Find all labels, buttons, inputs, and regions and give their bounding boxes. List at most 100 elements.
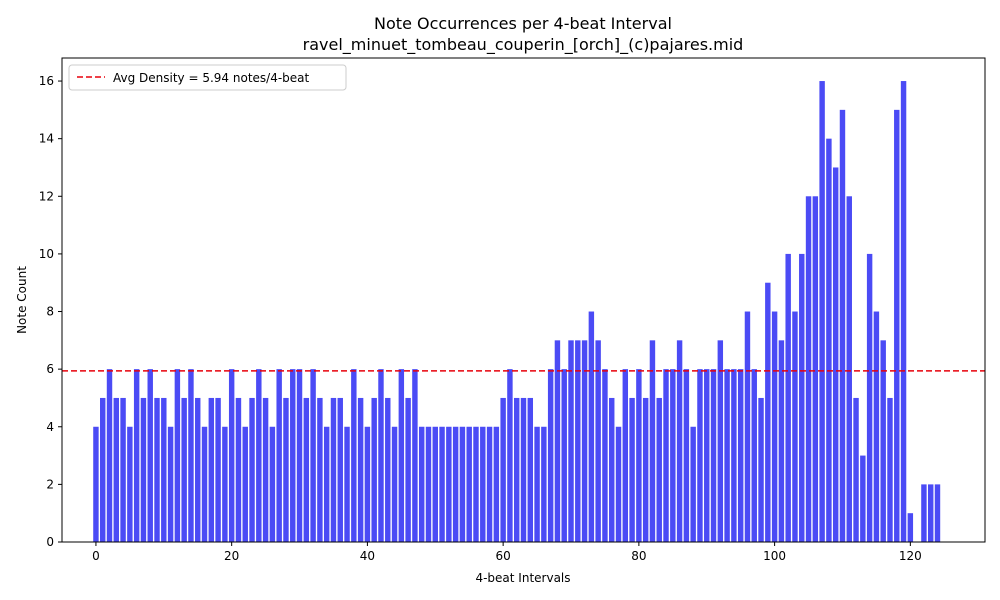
bar-119 [900,81,907,543]
y-tick-label: 14 [39,132,54,146]
bar-99 [765,282,771,542]
bar-35 [330,397,337,542]
bar-28 [283,397,289,542]
bar-86 [676,340,683,542]
bar-30 [296,369,303,542]
y-tick-label: 10 [39,247,54,261]
bar-107 [819,81,825,543]
bar-12 [174,369,181,542]
bar-122 [921,484,927,542]
bar-22 [242,426,248,542]
y-tick-label: 0 [46,535,54,549]
bar-45 [398,369,405,542]
plot-frame [61,57,986,543]
bar-33 [317,397,323,542]
bar-39 [357,397,364,542]
bar-2 [106,369,113,542]
bars-group [93,81,941,543]
legend: Avg Density = 5.94 notes/4-beat [68,64,347,91]
bar-20 [228,369,235,542]
x-tick-label: 40 [360,549,375,563]
bar-31 [303,397,310,542]
bar-91 [710,369,717,542]
bar-105 [805,196,812,543]
bar-18 [215,397,221,542]
bar-67 [547,369,554,542]
y-tick-label: 2 [46,477,54,491]
x-axis-ticks: 0 20 40 60 80 100 120 [92,542,922,563]
bar-64 [527,397,534,542]
chart-subtitle: ravel_minuet_tombeau_couperin_[orch]_(c)… [303,35,744,55]
bar-59 [493,426,500,542]
bar-84 [663,369,669,542]
legend-average-label: Avg Density = 5.94 notes/4-beat [113,71,310,85]
bar-0 [93,426,99,542]
x-tick-label: 0 [92,549,100,563]
bar-89 [697,369,703,542]
bar-72 [581,340,588,542]
bar-27 [276,369,282,542]
bar-73 [588,311,595,542]
bar-108 [826,138,832,542]
y-tick-label: 16 [39,74,54,88]
bar-36 [337,397,343,542]
bar-65 [534,426,540,542]
bar-3 [113,397,120,542]
bar-53 [452,426,459,542]
x-axis-label: 4-beat Intervals [475,571,570,585]
bar-19 [222,426,228,542]
bar-43 [385,397,391,542]
bar-116 [880,340,886,542]
bar-97 [751,369,757,542]
bar-66 [541,426,547,542]
bar-104 [799,253,805,542]
bar-7 [140,397,147,542]
y-tick-label: 8 [46,305,54,319]
bar-111 [846,196,852,543]
bar-26 [269,426,276,542]
bar-58 [486,426,493,542]
bar-61 [507,369,513,542]
legend-box [68,64,347,91]
bar-109 [832,167,839,542]
bar-101 [778,340,785,542]
bar-87 [683,369,690,542]
bar-110 [839,109,846,542]
bar-4 [120,397,126,542]
bar-51 [439,426,445,542]
bar-106 [812,196,819,543]
bar-55 [466,426,472,542]
bar-62 [513,397,520,542]
bar-57 [480,426,486,542]
bar-38 [351,369,357,542]
bar-77 [615,426,622,542]
bar-29 [290,369,296,542]
y-tick-label: 4 [46,420,54,434]
bar-69 [561,369,567,542]
bar-92 [717,340,724,542]
bar-94 [731,369,737,542]
y-tick-label: 12 [39,189,54,203]
bar-42 [378,369,384,542]
bar-37 [344,426,350,542]
chart-title: Note Occurrences per 4-beat Interval [374,14,672,33]
x-tick-label: 100 [763,549,786,563]
bar-8 [147,369,153,542]
bar-95 [737,369,744,542]
bar-54 [459,426,466,542]
bar-68 [554,340,561,542]
bar-40 [364,426,371,542]
bar-124 [934,484,941,542]
bar-90 [704,369,710,542]
bar-80 [636,369,642,542]
bar-74 [595,340,601,542]
bar-56 [473,426,479,542]
bar-24 [256,369,262,542]
bar-13 [181,397,187,542]
bar-9 [154,397,160,542]
bar-50 [432,426,438,542]
x-tick-label: 120 [899,549,922,563]
bar-63 [520,397,527,542]
bar-98 [758,397,764,542]
